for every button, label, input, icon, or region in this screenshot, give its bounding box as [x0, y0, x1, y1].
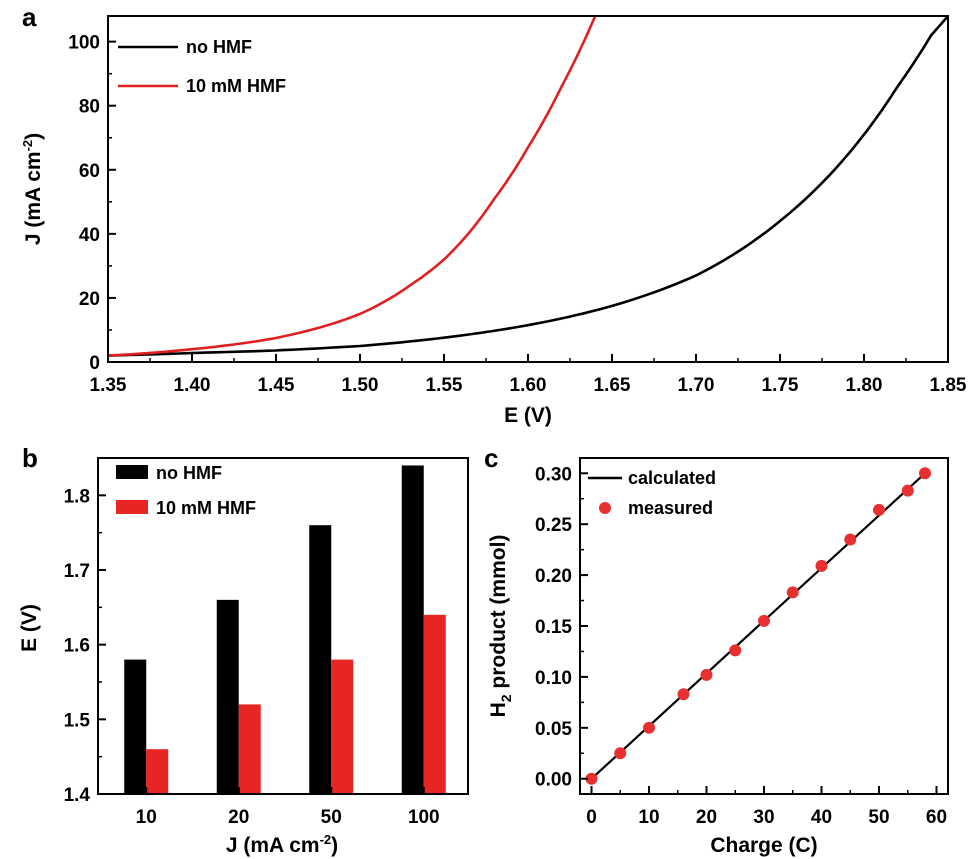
x-tick-label: 1.65 [594, 375, 631, 396]
panel-a-frame [107, 15, 949, 363]
y-tick-label: 60 [79, 161, 100, 182]
panel-b-x-axis-label: J (mA cm-2) [226, 832, 338, 857]
point-measured [700, 668, 713, 681]
bar-no-hmf-100 [401, 465, 424, 794]
point-measured [614, 747, 627, 760]
y-tick-label: 0.05 [535, 719, 572, 740]
y-tick-label: 40 [79, 225, 100, 246]
point-measured [786, 586, 799, 599]
panel-b-frame [97, 457, 469, 795]
point-measured [873, 503, 885, 516]
panel-c-x-axis-label: Charge (C) [710, 834, 817, 857]
x-tick-label: 10 [136, 807, 157, 828]
y-tick-label: 80 [79, 97, 100, 118]
legend-label-no-hmf: no HMF [186, 37, 252, 57]
point-measured [677, 688, 690, 701]
x-tick-label: 1.75 [762, 375, 799, 396]
bar-10mm-hmf-50 [331, 659, 354, 794]
y-tick-label: 0.25 [535, 515, 572, 536]
x-tick-label: 1.55 [426, 375, 463, 396]
x-tick-label: 10 [638, 807, 659, 828]
x-tick-label: 100 [408, 807, 440, 828]
y-tick-label: 0.30 [535, 464, 572, 485]
y-tick-label: 100 [68, 33, 100, 54]
point-measured [758, 614, 770, 627]
point-measured [901, 484, 914, 497]
panel-a-letter: a [22, 2, 37, 32]
point-measured [815, 559, 828, 572]
y-tick-label: 0.00 [535, 770, 572, 791]
x-tick-label: 60 [926, 807, 947, 828]
x-tick-label: 1.70 [678, 375, 715, 396]
x-tick-label: 50 [868, 807, 889, 828]
x-tick-label: 1.85 [930, 375, 967, 396]
point-measured [585, 772, 598, 785]
point-measured [643, 721, 655, 734]
point-measured [919, 467, 931, 480]
panel-a-y-axis-label: J (mA cm-2) [20, 133, 45, 245]
legend-label-10mm-hmf: 10 mM HMF [156, 498, 256, 518]
series-line-calculated [590, 472, 926, 780]
y-tick-label: 1.7 [64, 561, 90, 582]
legend-label-10mm-hmf: 10 mM HMF [186, 76, 286, 96]
panel-b-letter: b [22, 443, 38, 473]
panel-c-letter: c [484, 443, 498, 473]
legend-marker-measured [599, 502, 611, 514]
x-tick-label: 1.40 [174, 375, 211, 396]
legend-label-no-hmf: no HMF [156, 463, 222, 483]
x-tick-label: 40 [811, 807, 832, 828]
bar-no-hmf-10 [124, 659, 147, 794]
y-tick-label: 1.5 [64, 710, 91, 731]
x-tick-label: 50 [321, 807, 342, 828]
bar-no-hmf-20 [216, 599, 239, 794]
panel-a-x-axis-label: E (V) [504, 404, 552, 427]
bar-10mm-hmf-20 [238, 704, 261, 794]
series-line-no-hmf [107, 15, 949, 357]
legend-swatch-10mm-hmf [116, 500, 148, 514]
bar-no-hmf-50 [309, 525, 332, 794]
legend-swatch-no-hmf [116, 465, 148, 479]
legend-label-measured: measured [628, 498, 713, 518]
point-measured [729, 644, 742, 657]
x-tick-label: 1.80 [846, 375, 883, 396]
x-tick-label: 1.50 [342, 375, 379, 396]
legend-label-calculated: calculated [628, 468, 716, 488]
y-tick-label: 1.4 [64, 785, 91, 806]
bar-10mm-hmf-100 [423, 614, 446, 794]
x-tick-label: 1.60 [510, 375, 547, 396]
x-tick-label: 20 [696, 807, 717, 828]
y-tick-label: 0.10 [535, 668, 572, 689]
x-tick-label: 30 [753, 807, 774, 828]
y-tick-label: 1.8 [64, 486, 90, 507]
x-tick-label: 1.45 [258, 375, 295, 396]
y-tick-label: 0 [89, 353, 100, 374]
panel-c-y-axis-label: H2 product (mmol) [487, 535, 514, 718]
panel-b-legend: no HMF 10 mM HMF [116, 463, 256, 518]
y-tick-label: 0.20 [535, 566, 572, 587]
y-tick-label: 0.15 [535, 617, 572, 638]
y-tick-label: 20 [79, 289, 100, 310]
x-tick-label: 0 [586, 807, 597, 828]
panel-a-legend: no HMF 10 mM HMF [118, 37, 286, 96]
x-tick-label: 1.35 [90, 375, 127, 396]
y-tick-label: 1.6 [64, 636, 90, 657]
bar-10mm-hmf-10 [146, 749, 169, 794]
panel-b-y-axis-label: E (V) [18, 604, 41, 652]
panel-c-legend: calculated measured [588, 468, 716, 518]
panel-b-bar-chart: b 10 20 50 100 1.4 1.5 1.6 1.7 1.8 no HMF 10 mM … [18, 443, 469, 857]
panel-c-scatter-chart: c 0 10 20 30 40 50 60 0.00 0.05 0.10 0.15 0.20 0.25 0… [484, 443, 949, 857]
point-measured [844, 533, 857, 546]
panel-a-line-chart: a 1.35 1.40 1.45 1.50 1.55 1.60 1.65 1.70 1.75 1.… [20, 2, 967, 427]
x-tick-label: 20 [228, 807, 249, 828]
series-line-10mm-hmf [107, 15, 597, 357]
